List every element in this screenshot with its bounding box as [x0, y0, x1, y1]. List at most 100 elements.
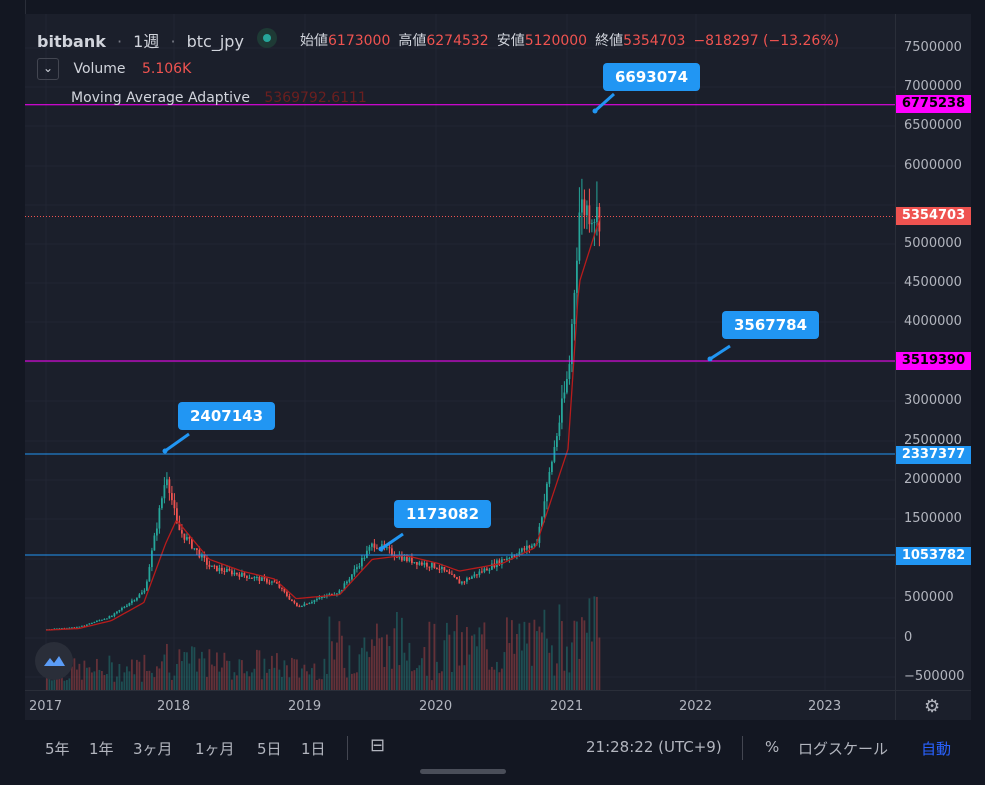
candle-body: [181, 530, 183, 534]
price-level-tag[interactable]: 5354703: [896, 207, 971, 225]
volume-bar: [126, 666, 128, 690]
volume-bar: [103, 675, 106, 690]
collapse-legend-button[interactable]: ⌄: [37, 58, 59, 80]
candle-body: [93, 621, 96, 624]
candle-body: [288, 595, 291, 600]
candle-body: [91, 623, 93, 625]
volume-bar: [173, 675, 176, 690]
candle-body: [198, 549, 201, 558]
candle-body: [508, 558, 511, 560]
ma-label: Moving Average Adaptive: [71, 90, 250, 106]
candle-body: [421, 562, 423, 565]
range-button[interactable]: 5日: [257, 740, 282, 758]
candle-body: [166, 479, 168, 486]
volume-bar: [296, 659, 298, 690]
volume-bar: [183, 652, 186, 690]
tradingview-logo[interactable]: [35, 642, 73, 680]
candle-body: [436, 568, 438, 570]
candle-body: [468, 578, 471, 580]
candle-body: [561, 398, 563, 423]
price-callout[interactable]: 1173082: [394, 500, 492, 528]
volume-bar: [263, 658, 266, 690]
volume-bar: [311, 668, 313, 690]
chart-pane[interactable]: bitbank · 1週 · btc_jpy 始値6173000 高値627453…: [25, 14, 895, 690]
price-axis[interactable]: 7500000 7000000 6500000 6000000 5000000 45000…: [895, 14, 971, 690]
candle-body: [121, 608, 123, 610]
volume-bar: [528, 622, 531, 690]
interval-label[interactable]: 1週: [133, 32, 160, 51]
candle-body: [371, 543, 373, 547]
volume-bar: [521, 650, 523, 690]
price-callout[interactable]: 6693074: [603, 63, 701, 91]
price-level-tag[interactable]: 2337377: [896, 446, 971, 464]
log-scale-toggle[interactable]: ログスケール: [798, 740, 889, 758]
price-tick: 3000000: [904, 393, 962, 408]
candle-body: [401, 555, 403, 561]
price-level-tag[interactable]: 3519390: [896, 352, 971, 370]
candle-body: [531, 545, 533, 548]
volume-bar: [516, 633, 518, 690]
price-callout[interactable]: 2407143: [178, 402, 276, 430]
time-tick: 2017: [29, 699, 63, 714]
date-range-icon[interactable]: ⊟: [370, 735, 386, 756]
volume-bar: [83, 660, 86, 690]
volume-bar: [78, 663, 81, 690]
candle-body: [328, 593, 331, 596]
candle-body: [433, 562, 436, 569]
candle-body: [386, 547, 388, 549]
volume-bar: [101, 671, 103, 690]
gear-icon[interactable]: ⚙: [924, 696, 941, 717]
volume-bar: [421, 658, 423, 690]
price-callout[interactable]: 3567784: [722, 311, 820, 339]
candle-body: [571, 324, 573, 365]
range-button[interactable]: 5年: [45, 740, 70, 758]
volume-bar: [401, 617, 403, 690]
candle-body: [143, 590, 146, 593]
auto-scale-toggle[interactable]: 自動: [921, 740, 952, 758]
range-button[interactable]: 1日: [301, 740, 326, 758]
candle-body: [226, 568, 228, 572]
candle-body: [366, 550, 368, 558]
candle-body: [243, 572, 246, 576]
candle-body: [566, 378, 568, 393]
callout-anchor: [162, 448, 168, 454]
candle-body: [146, 581, 148, 591]
candle-body: [413, 562, 416, 564]
candle-body: [291, 599, 293, 602]
candle-body: [448, 571, 451, 574]
volume-bar: [548, 652, 551, 690]
time-axis[interactable]: 2017 2018 2019 2020 2021 2022 2023: [25, 690, 895, 721]
price-level-tag[interactable]: 6775238: [896, 95, 971, 113]
volume-bar: [473, 634, 476, 690]
volume-bar: [391, 668, 393, 690]
price-level-tag[interactable]: 1053782: [896, 547, 971, 565]
candle-body: [238, 574, 241, 577]
volume-bar: [276, 653, 278, 690]
resize-handle[interactable]: [420, 769, 506, 774]
volume-bar: [261, 679, 263, 690]
volume-bar: [246, 671, 248, 690]
candle-body: [236, 572, 238, 575]
candle-body: [156, 528, 158, 536]
symbol-label[interactable]: btc_jpy: [186, 32, 244, 51]
candle-body: [336, 593, 338, 595]
candle-body: [248, 577, 251, 579]
clock[interactable]: 21:28:22 (UTC+9): [586, 738, 722, 756]
volume-bar: [298, 677, 301, 690]
volume-bar: [513, 653, 516, 690]
separator: [742, 736, 743, 760]
volume-bar: [331, 641, 333, 690]
candle-body: [431, 562, 433, 568]
range-button[interactable]: 1年: [89, 740, 114, 758]
chart-settings[interactable]: ⚙: [895, 690, 971, 721]
volume-bar: [316, 680, 318, 690]
candle-body: [83, 625, 86, 627]
candle-body: [486, 568, 488, 571]
candle-body: [173, 500, 176, 509]
range-button[interactable]: 1ヶ月: [195, 740, 235, 758]
percent-toggle[interactable]: %: [765, 738, 780, 756]
range-button[interactable]: 3ヶ月: [133, 740, 173, 758]
volume-bar: [388, 646, 391, 690]
price-chart[interactable]: [25, 14, 895, 690]
candle-body: [273, 581, 276, 583]
